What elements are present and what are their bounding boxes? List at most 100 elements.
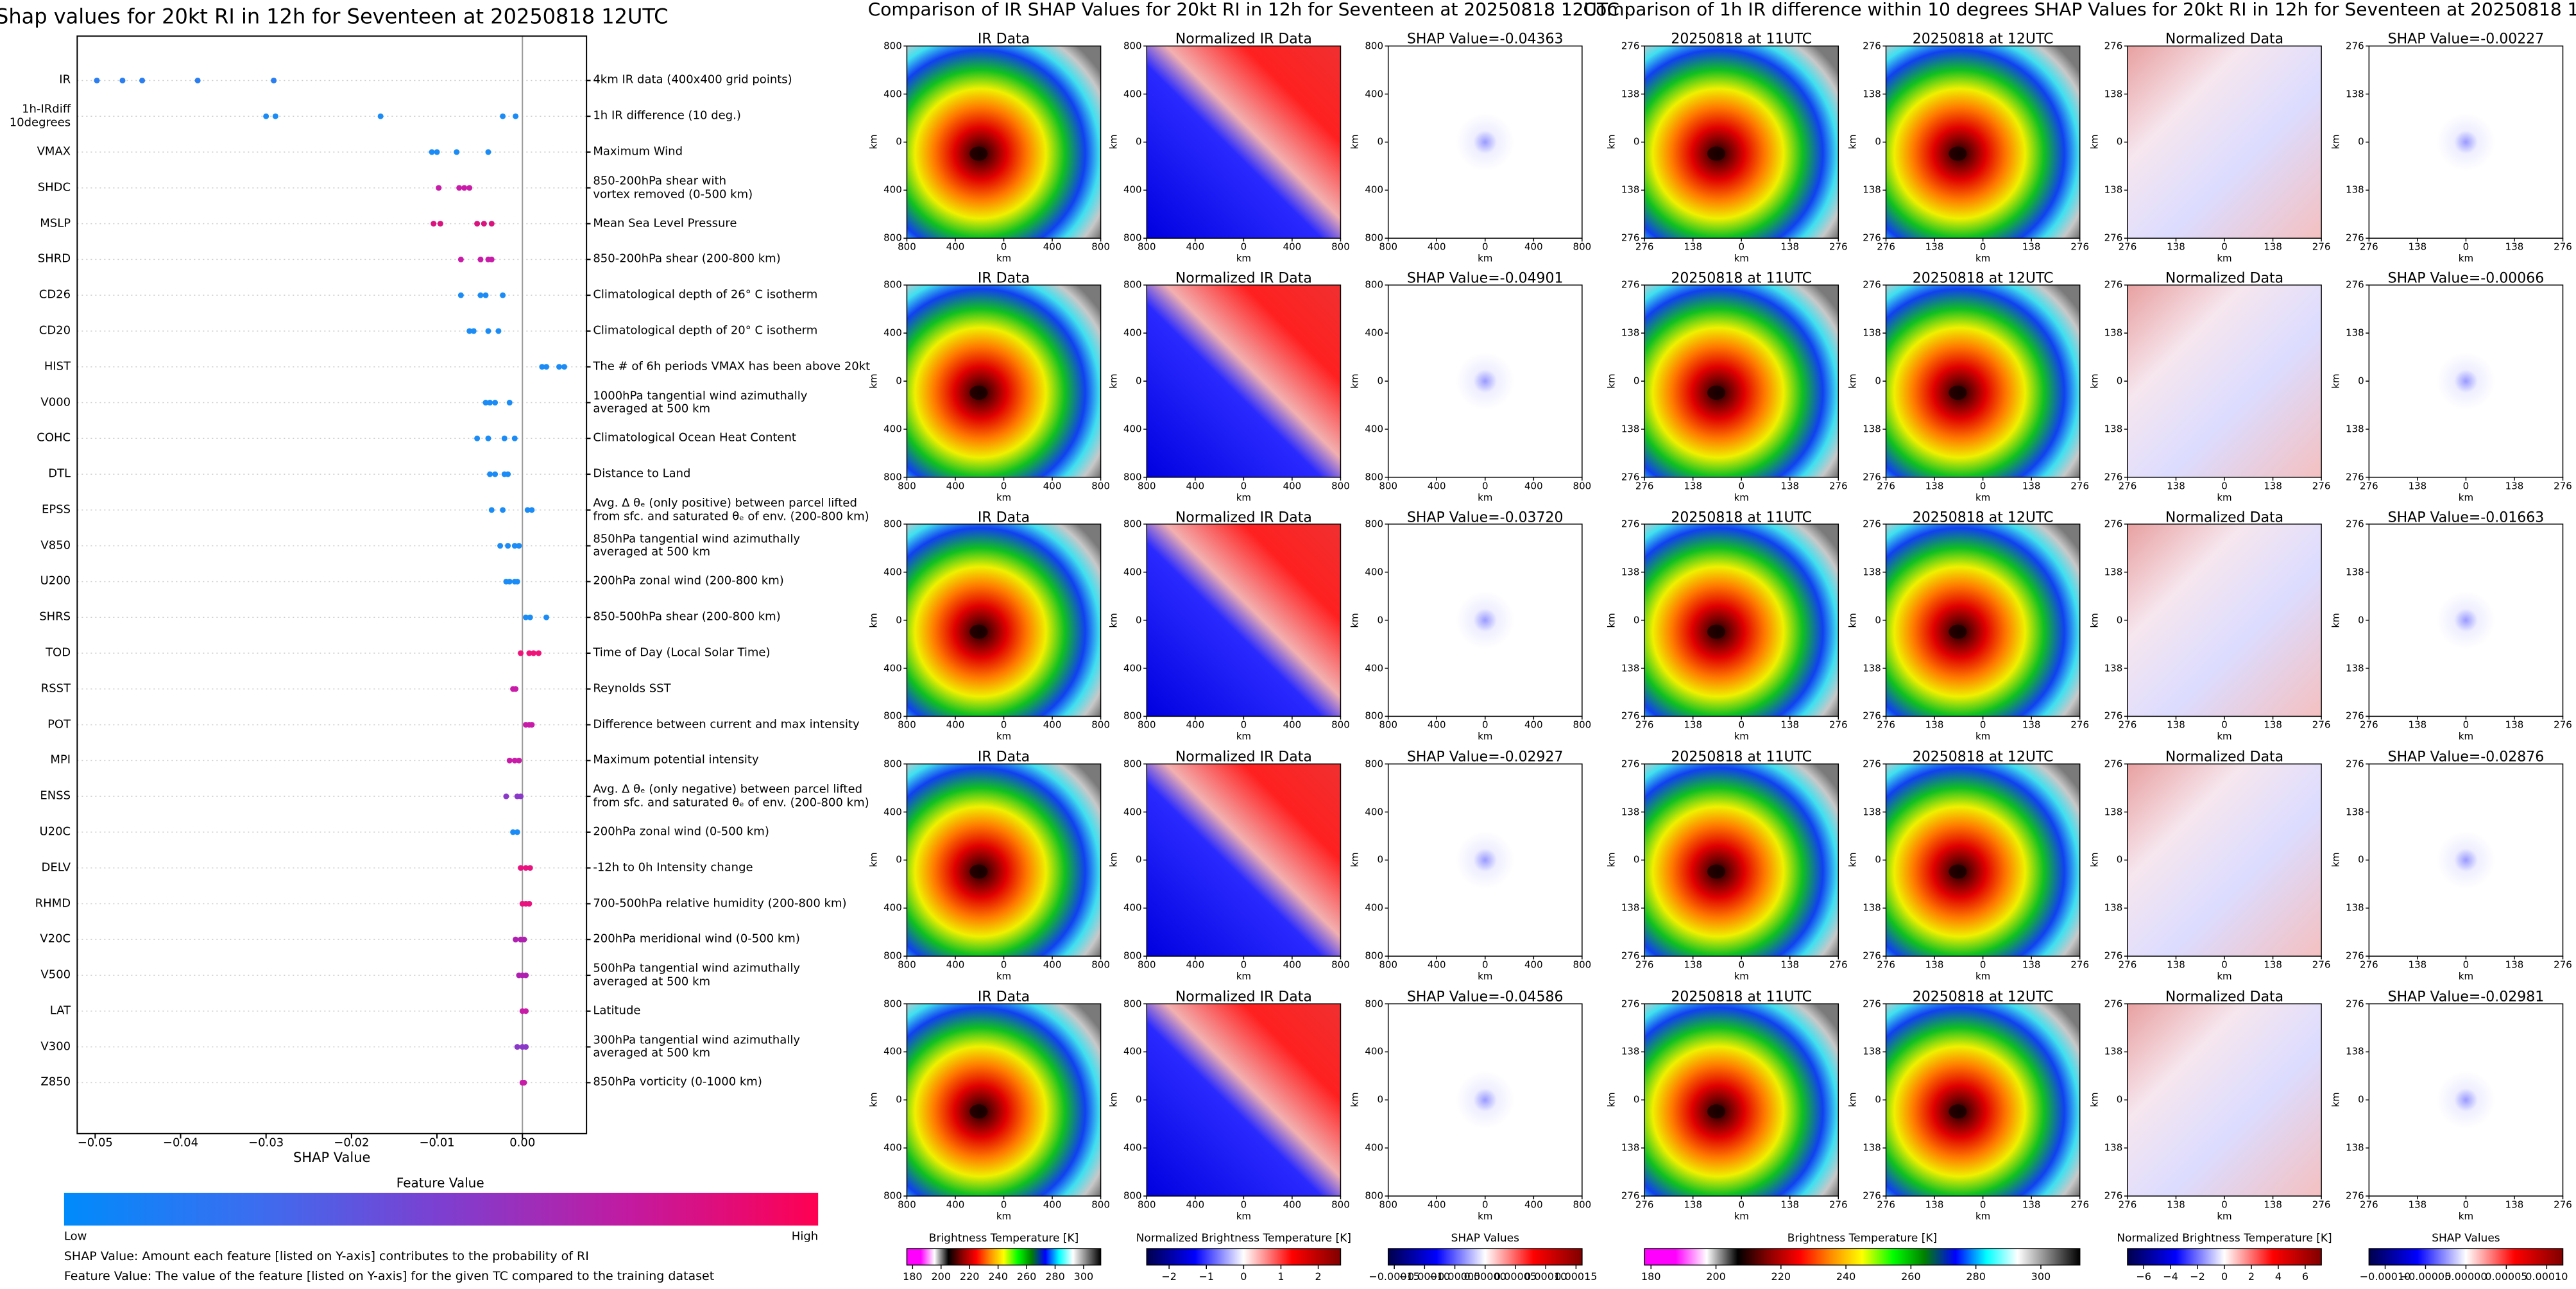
- y-tick-label: 800: [883, 471, 902, 483]
- dot: [377, 113, 384, 119]
- image-panel: [906, 284, 1102, 478]
- colorbar-title: Feature Value: [396, 1175, 484, 1191]
- colorbar-tick-label: 300: [1073, 1270, 1094, 1283]
- dot: [477, 292, 484, 298]
- panel-title: 20250818 at 11UTC: [1671, 31, 1813, 47]
- feature-description: Climatological Ocean Heat Content: [593, 431, 796, 445]
- y-tick-label: 276: [1863, 40, 1881, 52]
- y-tick-label: 400: [1365, 87, 1383, 99]
- x-tick-label: 0: [2221, 719, 2228, 731]
- storm-core: [1949, 146, 1967, 161]
- dot: [500, 507, 506, 513]
- x-tick-label: 276: [1635, 480, 1654, 492]
- panel-title: Normalized IR Data: [1175, 31, 1312, 47]
- y-tick-label: 800: [1123, 278, 1142, 291]
- x-tick-label: 0: [1738, 719, 1744, 731]
- x-tick-label: 138: [1684, 480, 1702, 492]
- x-tick-label: 138: [2167, 1199, 2185, 1211]
- x-tick-label: 138: [2167, 241, 2185, 253]
- x-tick-label: −0.03: [248, 1136, 284, 1150]
- colorbar-tick-label: 240: [988, 1270, 1008, 1283]
- y-tick-label: 0: [1875, 1093, 1881, 1105]
- dot: [434, 149, 440, 155]
- y-tick-label: 276: [2104, 471, 2123, 483]
- x-tick-label: 800: [1379, 241, 1398, 253]
- storm-core: [1949, 864, 1967, 879]
- y-tick-label: 276: [1863, 232, 1881, 244]
- y-tick-label: 800: [1365, 232, 1383, 244]
- x-axis-label: km: [1734, 730, 1749, 742]
- y-tick-label: 276: [2346, 471, 2364, 483]
- y-axis-label: km: [1605, 134, 1617, 150]
- y-tick-label: 138: [2346, 423, 2364, 435]
- y-tick-label: 276: [1621, 518, 1640, 530]
- x-tick-label: 0: [2221, 241, 2228, 253]
- x-tick-label: 138: [2408, 719, 2427, 731]
- image-panel: [1885, 45, 2081, 239]
- y-tick-label: 800: [883, 518, 902, 530]
- x-tick-label: 0: [2462, 480, 2469, 492]
- y-axis-label: km: [1605, 612, 1617, 628]
- colorbar-tick-label: −4: [2163, 1270, 2178, 1283]
- y-tick-label: 1h-IRdiff 10degrees: [9, 102, 71, 130]
- image-panel: [1387, 284, 1583, 478]
- colorbar-tick-label: 0: [1240, 1270, 1247, 1283]
- x-tick-label: 800: [898, 1199, 916, 1211]
- y-tick-label: 138: [1621, 662, 1640, 674]
- x-axis-label: km: [1478, 730, 1493, 742]
- feature-description: 850-200hPa shear (200-800 km): [593, 252, 781, 266]
- dot: [518, 793, 524, 799]
- x-axis-label: km: [1236, 252, 1252, 264]
- plot-frame: [76, 35, 588, 1134]
- x-tick-label: 0: [2221, 480, 2228, 492]
- x-tick-label: 138: [2264, 719, 2282, 731]
- y-tick-label: 0: [1136, 1093, 1142, 1105]
- image-panel: [906, 524, 1102, 717]
- x-axis-label: km: [1734, 491, 1749, 504]
- x-tick-label: 0: [2462, 959, 2469, 971]
- panel-title: Normalized Data: [2165, 270, 2284, 287]
- colorbar-tick-label: 200: [931, 1270, 951, 1283]
- y-tick-label: 0: [1377, 853, 1383, 866]
- x-tick-label: 400: [946, 241, 965, 253]
- y-tick-label: 0: [896, 1093, 902, 1105]
- y-tick-label: 0: [2116, 135, 2123, 148]
- panel-title: SHAP Value=-0.02981: [2387, 989, 2545, 1005]
- y-tick-label: 138: [2104, 566, 2123, 578]
- y-tick-label: V000: [40, 395, 71, 409]
- x-tick-label: 0: [1979, 719, 1986, 731]
- panel-title: Normalized Data: [2165, 749, 2284, 765]
- dot: [506, 400, 513, 406]
- y-axis-label: km: [1107, 612, 1120, 628]
- y-tick-label: 400: [883, 87, 902, 99]
- y-axis-label: km: [1847, 134, 1859, 150]
- x-tick-label: 0: [1979, 480, 1986, 492]
- y-tick-label: 138: [1621, 901, 1640, 914]
- y-tick-label: 800: [883, 758, 902, 770]
- colorbar-tick-label: 240: [1836, 1270, 1856, 1283]
- dot: [437, 221, 443, 227]
- y-tick-label: 0: [1633, 135, 1640, 148]
- feature-description: Distance to Land: [593, 466, 691, 481]
- y-tick-label: 400: [1365, 423, 1383, 435]
- feature-description: 1000hPa tangential wind azimuthally aver…: [593, 388, 808, 416]
- x-tick-label: 0: [2462, 719, 2469, 731]
- x-tick-label: 0: [1000, 480, 1007, 492]
- x-tick-label: 138: [1780, 480, 1800, 492]
- y-tick-label: 138: [2104, 901, 2123, 914]
- feature-description: 1h IR difference (10 deg.): [593, 108, 741, 123]
- y-tick-label: 138: [2346, 184, 2364, 196]
- dot: [536, 650, 542, 656]
- y-axis-label: km: [2088, 134, 2101, 150]
- y-axis-label: km: [867, 612, 880, 628]
- x-tick-label: 800: [1573, 1199, 1592, 1211]
- y-tick-label: SHDC: [37, 180, 71, 194]
- storm-core: [1949, 624, 1967, 639]
- y-tick-label: 800: [1365, 950, 1383, 962]
- colorbar-tick-label: 0: [2221, 1270, 2228, 1283]
- y-tick-label: 138: [2346, 566, 2364, 578]
- dot: [516, 757, 522, 764]
- y-axis-label: km: [867, 852, 880, 868]
- dot: [523, 614, 529, 620]
- colorbar-tick-label: 220: [959, 1270, 980, 1283]
